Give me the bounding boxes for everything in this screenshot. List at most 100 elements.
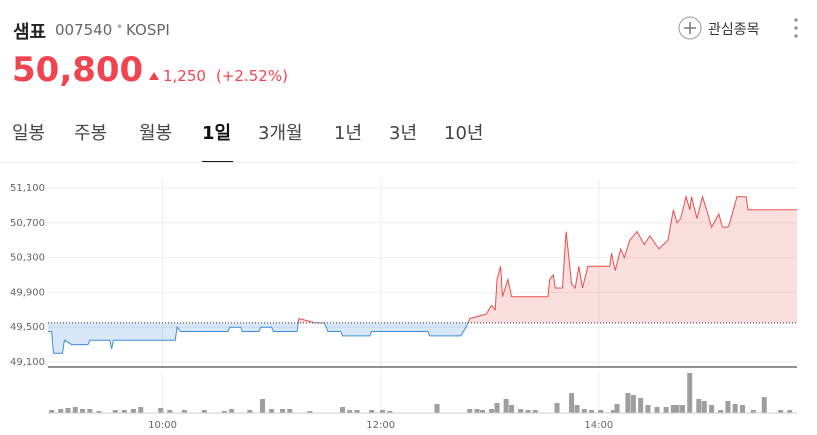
volume-bar — [260, 399, 266, 413]
volume-bar — [687, 373, 693, 413]
volume-bar — [287, 409, 293, 413]
volume-bar — [532, 410, 538, 413]
volume-bar — [787, 410, 793, 413]
volume-bar — [674, 405, 680, 413]
volume-bar — [574, 405, 580, 413]
price-line-down — [48, 322, 469, 354]
volume-bar — [518, 409, 524, 413]
volume-bar — [625, 393, 631, 413]
change: 1,250 — [163, 67, 206, 85]
volume-bar — [645, 405, 651, 413]
y-tick-label: 49,500 — [10, 322, 45, 333]
market: KOSPI — [126, 21, 170, 39]
volume-bar — [679, 405, 685, 413]
volume-bar — [489, 409, 495, 413]
volume-bar — [525, 410, 531, 413]
volume-bar — [589, 410, 595, 413]
volume-bar — [158, 408, 164, 413]
volume-bar — [654, 407, 660, 413]
price: 50,800 — [12, 50, 144, 90]
volume-bar — [503, 399, 509, 413]
volume-bar — [221, 411, 227, 413]
volume-bar — [229, 409, 235, 413]
volume-bar — [96, 411, 102, 413]
tab[interactable]: 10년 — [444, 123, 484, 144]
volume-bar — [614, 404, 620, 413]
volume-bar — [280, 409, 286, 413]
volume-bar — [112, 410, 118, 413]
volume-bar — [121, 410, 127, 413]
tab[interactable]: 일봉 — [12, 123, 46, 144]
watch-icon[interactable] — [677, 15, 703, 41]
tab[interactable]: 3개월 — [258, 123, 303, 144]
volume-bar — [167, 410, 173, 413]
volume-bar — [509, 405, 515, 413]
volume-bar — [87, 409, 93, 413]
y-tick-label: 49,100 — [10, 357, 45, 368]
volume-bar — [387, 411, 393, 413]
area-down — [48, 322, 468, 354]
volume-bar — [72, 407, 78, 413]
volume-bar — [80, 409, 86, 413]
volume-bar — [701, 401, 707, 413]
volume-bar — [778, 410, 784, 413]
volume-bar — [354, 410, 360, 413]
volume-bar — [670, 405, 676, 413]
divider — [0, 162, 797, 163]
area-up — [48, 196, 797, 323]
volume-bar — [307, 411, 313, 413]
volume-bar — [479, 410, 485, 413]
price-line-up — [297, 194, 797, 323]
tab[interactable]: 1일 — [202, 123, 232, 144]
volume-bar — [347, 410, 353, 413]
volume-bar — [581, 409, 587, 413]
volume-bar — [65, 408, 71, 413]
volume-bar — [732, 404, 738, 413]
x-tick-label: 12:00 — [366, 420, 395, 431]
volume-bar — [598, 410, 604, 413]
volume-bar — [434, 404, 440, 413]
volume-bar — [569, 393, 575, 413]
volume-bar — [630, 395, 636, 413]
y-tick-label: 51,100 — [10, 183, 45, 194]
volume-bar — [380, 410, 386, 413]
change-pct: (+2.52%) — [216, 67, 288, 85]
y-tick-label: 50,700 — [10, 218, 45, 229]
volume-bar — [269, 409, 275, 413]
x-tick-label: 10:00 — [148, 420, 177, 431]
volume-bar — [138, 407, 144, 413]
volume-bar — [638, 398, 644, 413]
y-tick-label: 50,300 — [10, 253, 45, 264]
tab[interactable]: 1년 — [334, 123, 363, 144]
more-menu[interactable] — [792, 17, 800, 39]
separator: • — [116, 20, 124, 34]
volume-bar — [369, 410, 375, 413]
volume-bar — [696, 399, 702, 413]
volume-bar — [467, 409, 473, 413]
volume-bar — [739, 405, 745, 413]
volume-bar — [49, 410, 55, 413]
volume-bar — [340, 407, 346, 413]
volume-bar — [718, 410, 724, 413]
volume-bar — [494, 403, 500, 413]
stock-code: 007540 — [55, 21, 113, 39]
x-tick-label: 14:00 — [584, 420, 613, 431]
volume-bar — [709, 405, 715, 413]
volume-bar — [181, 410, 187, 413]
volume-bar — [130, 409, 136, 413]
volume-bar — [201, 410, 207, 413]
up-arrow — [149, 72, 159, 80]
volume-bar — [725, 401, 731, 413]
volume-bar — [610, 410, 616, 413]
volume-bar — [58, 409, 64, 413]
tab[interactable]: 주봉 — [74, 123, 108, 144]
volume-bar — [761, 397, 767, 413]
watch-button[interactable]: 관심종목 — [708, 22, 760, 38]
volume-bar — [750, 410, 756, 413]
tab[interactable]: 월봉 — [139, 123, 173, 144]
volume-bar — [247, 410, 253, 413]
tab[interactable]: 3년 — [389, 123, 418, 144]
y-tick-label: 49,900 — [10, 287, 45, 298]
